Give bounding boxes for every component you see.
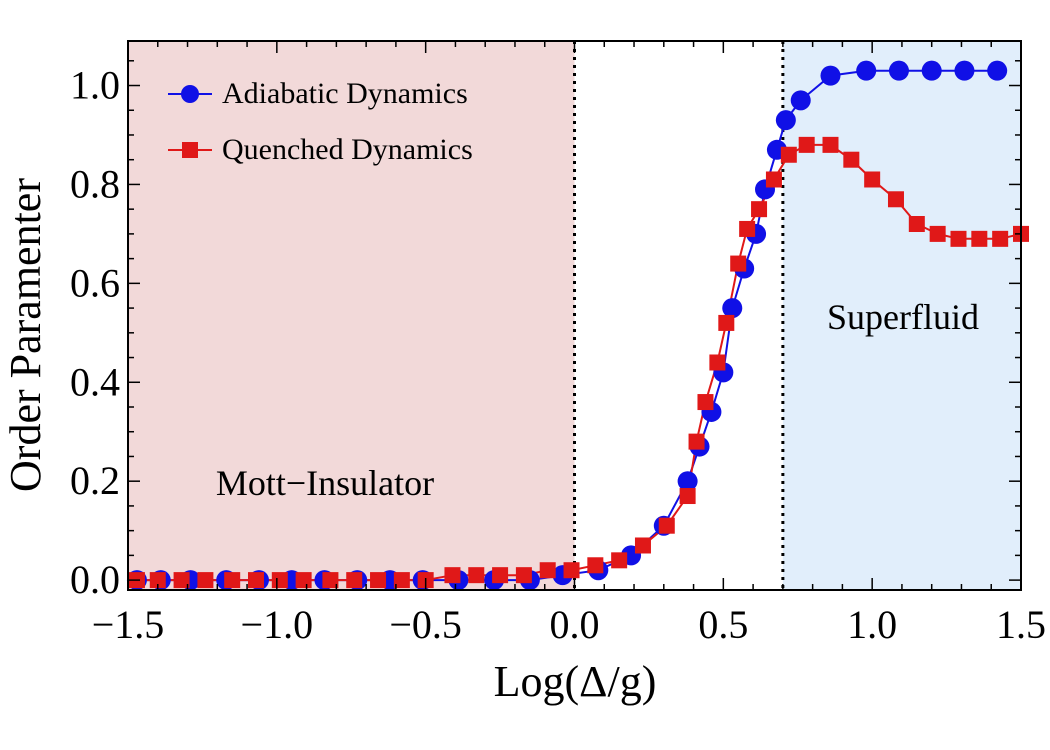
x-tick-label: 0.5: [698, 602, 748, 647]
quenched-point: [295, 572, 312, 589]
legend: Adiabatic Dynamics Quenched Dynamics: [168, 77, 473, 166]
region-0: [128, 41, 575, 590]
quenched-point: [370, 572, 387, 589]
quenched-point: [908, 216, 925, 232]
legend-quenched-label: Quenched Dynamics: [222, 133, 473, 166]
y-tick-label: 0.4: [70, 359, 120, 404]
adiabatic-point: [790, 90, 811, 111]
quenched-point: [822, 136, 839, 153]
phase-regions: [128, 41, 1021, 590]
adiabatic-point: [775, 110, 796, 131]
y-tick-label: 0.0: [70, 557, 120, 602]
superfluid-label: Superfluid: [827, 297, 979, 337]
x-tick-label: −1.5: [92, 602, 165, 647]
quenched-point: [971, 230, 988, 247]
axis-ticks: −1.5 −1.0 −0.5 0.0 0.5 1.0 1.5 0.0 0.2 0.4 0.6 0.8 1…: [70, 41, 1046, 647]
quenched-point: [393, 572, 410, 589]
quenched-point: [271, 572, 288, 589]
x-tick-label: 0.0: [550, 602, 600, 647]
quenched-point: [679, 488, 696, 505]
quenched-point: [563, 562, 580, 579]
quenched-point: [224, 572, 241, 589]
y-tick-label: 0.6: [70, 260, 120, 305]
quenched-point: [798, 136, 815, 153]
quenched-point: [634, 537, 651, 554]
quenched-point: [587, 557, 604, 574]
quenched-point: [718, 314, 735, 331]
quenched-point: [468, 567, 485, 584]
quenched-point: [780, 146, 797, 163]
y-tick-label: 1.0: [70, 63, 120, 108]
quenched-point: [611, 552, 628, 569]
quenched-point: [697, 394, 714, 411]
quenched-point: [688, 433, 705, 450]
quenched-point: [765, 171, 782, 188]
quenched-point: [950, 230, 967, 247]
quenched-point: [247, 572, 264, 589]
quenched-point: [149, 572, 166, 589]
quenched-point: [730, 255, 747, 272]
legend-quenched-marker: [182, 142, 198, 158]
adiabatic-point: [954, 60, 975, 81]
adiabatic-point: [921, 60, 942, 81]
x-tick-label: −1.0: [241, 602, 314, 647]
y-tick-label: 0.2: [70, 458, 120, 503]
x-tick-label: 1.0: [847, 602, 897, 647]
legend-adiabatic-label: Adiabatic Dynamics: [222, 77, 468, 110]
quenched-point: [173, 572, 190, 589]
quenched-point: [709, 354, 726, 371]
adiabatic-point: [722, 298, 743, 319]
y-axis-title: Order Paramenter: [1, 178, 50, 492]
phase-boundaries: [573, 41, 785, 590]
x-axis-title: Log(Δ/g): [494, 657, 657, 706]
quenched-point: [843, 151, 860, 168]
quenched-point: [887, 191, 904, 208]
quenched-point: [658, 517, 675, 534]
quenched-point: [929, 225, 946, 242]
mott-insulator-label: Mott−Insulator: [216, 463, 434, 503]
quenched-point: [539, 562, 556, 579]
adiabatic-point: [677, 471, 698, 492]
region-1: [782, 41, 1021, 590]
quenched-point: [739, 220, 756, 237]
adiabatic-point: [987, 60, 1008, 81]
quenched-point: [992, 230, 1009, 247]
quenched-point: [751, 201, 768, 218]
y-tick-label: 0.8: [70, 161, 120, 206]
quenched-point: [864, 171, 881, 188]
quenched-point: [346, 572, 363, 589]
quenched-point: [322, 572, 339, 589]
quenched-point: [444, 567, 461, 584]
quenched-point: [515, 567, 532, 584]
x-tick-label: 1.5: [996, 602, 1046, 647]
adiabatic-point: [856, 60, 877, 81]
quenched-point: [492, 567, 509, 584]
x-tick-label: −0.5: [389, 602, 462, 647]
legend-adiabatic-marker: [181, 85, 199, 103]
adiabatic-point: [888, 60, 909, 81]
quenched-point: [197, 572, 214, 589]
adiabatic-point: [820, 65, 841, 86]
